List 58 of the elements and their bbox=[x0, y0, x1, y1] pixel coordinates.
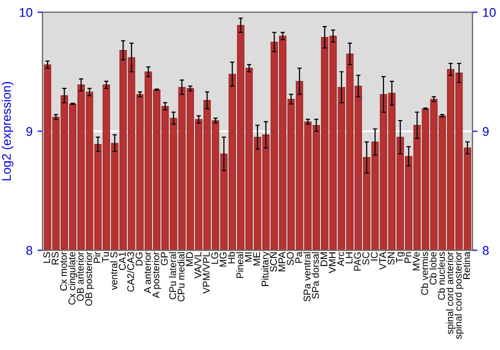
x-tick-label: CPu lateral bbox=[168, 252, 176, 300]
x-tick-label: SCN bbox=[270, 252, 277, 272]
x-tick-label: CA1 bbox=[118, 252, 126, 270]
x-tick-label: Cx motor bbox=[60, 252, 67, 291]
x-tick-label: MD bbox=[186, 252, 193, 266]
x-tick-label: VA/VL bbox=[194, 252, 202, 278]
y-tick-label: 10 bbox=[20, 8, 32, 17]
x-tick-label: Hb bbox=[228, 252, 235, 264]
x-tick-label: RS bbox=[52, 252, 59, 264]
x-tick-label: Tu bbox=[102, 252, 109, 262]
x-tick-label: IC bbox=[370, 252, 378, 260]
y-tick-label: 8 bbox=[26, 246, 32, 255]
y2-tick-label: 8 bbox=[482, 246, 489, 255]
x-tick-label: Pa bbox=[295, 252, 302, 263]
x-tick-label: Pituitary bbox=[261, 252, 270, 286]
x-tick-label: Cb nucleus bbox=[438, 252, 445, 300]
x-tick-label: Tg bbox=[396, 252, 405, 263]
x-tick-label: CPu medial bbox=[177, 252, 185, 302]
x-tick-label: Cb lobe bbox=[429, 252, 436, 285]
y2-tick-label: 10 bbox=[483, 8, 496, 17]
x-tick-label: A anterior bbox=[144, 252, 151, 294]
x-tick-label: ME bbox=[253, 252, 260, 266]
x-tick-label: CA2/CA3 bbox=[126, 252, 134, 292]
x-tick-label: MVe bbox=[412, 252, 420, 270]
y-tick-label: 9 bbox=[26, 127, 32, 136]
x-tick-label: spinal cord anterior bbox=[446, 252, 456, 334]
x-tick-label: GP bbox=[160, 252, 168, 266]
y2-tick-label: 9 bbox=[482, 127, 489, 136]
x-tick-label: Pir bbox=[93, 252, 100, 263]
x-tick-label: Arc bbox=[337, 252, 344, 266]
x-tick-label: PAG bbox=[354, 252, 361, 271]
x-tick-label: MPA bbox=[278, 252, 286, 272]
x-tick-label: VMH bbox=[328, 252, 336, 274]
x-tick-label: MG bbox=[220, 252, 227, 266]
x-tick-label: VPM/VPL bbox=[202, 252, 210, 294]
x-tick-label: SC bbox=[362, 252, 370, 265]
x-tick-label: A posterior bbox=[152, 252, 162, 298]
x-tick-label: LG bbox=[211, 252, 218, 264]
x-tick-label: Cx cingulate bbox=[68, 252, 78, 305]
x-tick-label: ventral S bbox=[110, 252, 118, 290]
x-tick-label: DM bbox=[320, 252, 328, 266]
x-tick-label: Cb vermis bbox=[420, 252, 428, 295]
x-tick-label: DG bbox=[136, 252, 143, 266]
x-tick-label: Retina bbox=[462, 252, 470, 279]
y-axis-title: Log2 (expression) bbox=[2, 82, 14, 180]
x-tick-label: LS bbox=[43, 252, 50, 263]
x-tick-label: VTA bbox=[379, 252, 386, 270]
x-tick-label: SN bbox=[388, 252, 394, 265]
x-tick-label: OB anterior bbox=[76, 252, 84, 301]
x-tick-label: Pn bbox=[404, 252, 412, 263]
x-tick-label: LH bbox=[346, 252, 352, 264]
x-tick-label: MI bbox=[244, 252, 252, 262]
x-tick-label: Pineal bbox=[236, 252, 244, 278]
x-tick-label: OB posterior bbox=[85, 252, 94, 306]
x-tick-label: SPa ventral bbox=[303, 252, 310, 302]
x-tick-label: SO bbox=[286, 252, 294, 266]
x-tick-label: spinal cord posterior bbox=[454, 252, 464, 339]
x-tick-label: SPa dorsal bbox=[312, 252, 319, 299]
